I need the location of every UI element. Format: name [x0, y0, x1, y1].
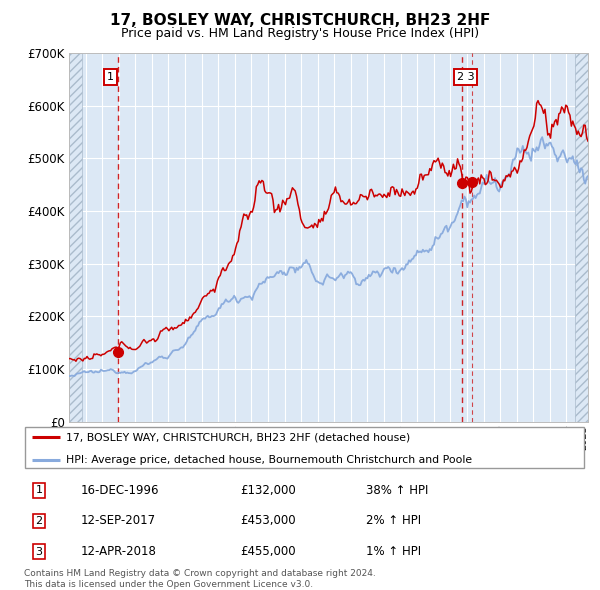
Text: Price paid vs. HM Land Registry's House Price Index (HPI): Price paid vs. HM Land Registry's House … — [121, 27, 479, 40]
Text: 17, BOSLEY WAY, CHRISTCHURCH, BH23 2HF (detached house): 17, BOSLEY WAY, CHRISTCHURCH, BH23 2HF (… — [66, 432, 410, 442]
Text: £132,000: £132,000 — [240, 484, 296, 497]
Text: 2: 2 — [35, 516, 43, 526]
Text: 1: 1 — [35, 486, 43, 495]
Text: 12-APR-2018: 12-APR-2018 — [81, 545, 157, 558]
Text: 1: 1 — [107, 72, 114, 82]
Text: 3: 3 — [35, 547, 43, 556]
FancyBboxPatch shape — [25, 427, 584, 468]
Text: 2% ↑ HPI: 2% ↑ HPI — [366, 514, 421, 527]
Text: 1% ↑ HPI: 1% ↑ HPI — [366, 545, 421, 558]
Text: 16-DEC-1996: 16-DEC-1996 — [81, 484, 160, 497]
Text: Contains HM Land Registry data © Crown copyright and database right 2024.
This d: Contains HM Land Registry data © Crown c… — [24, 569, 376, 589]
Text: £453,000: £453,000 — [240, 514, 296, 527]
Text: £455,000: £455,000 — [240, 545, 296, 558]
Text: 38% ↑ HPI: 38% ↑ HPI — [366, 484, 428, 497]
Text: 2 3: 2 3 — [457, 72, 474, 82]
Text: 12-SEP-2017: 12-SEP-2017 — [81, 514, 156, 527]
Text: 17, BOSLEY WAY, CHRISTCHURCH, BH23 2HF: 17, BOSLEY WAY, CHRISTCHURCH, BH23 2HF — [110, 13, 490, 28]
Text: HPI: Average price, detached house, Bournemouth Christchurch and Poole: HPI: Average price, detached house, Bour… — [66, 455, 472, 465]
